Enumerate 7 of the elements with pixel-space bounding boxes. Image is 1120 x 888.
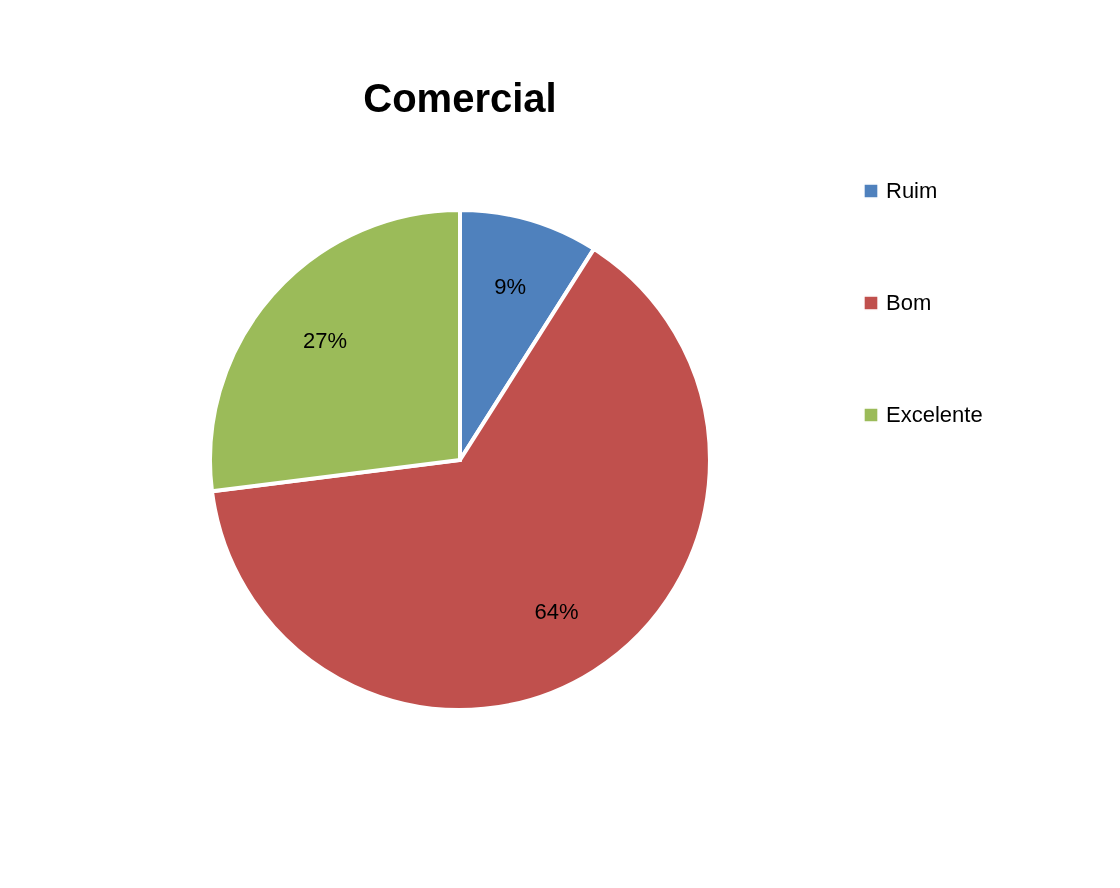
legend-label: Bom — [886, 290, 932, 315]
chart-title: Comercial — [363, 76, 557, 120]
data-label: 27% — [302, 327, 347, 353]
data-label: 64% — [534, 598, 579, 624]
data-label: 9% — [494, 274, 527, 300]
legend-label: Excelente — [886, 402, 983, 427]
legend-label: Ruim — [886, 178, 938, 203]
